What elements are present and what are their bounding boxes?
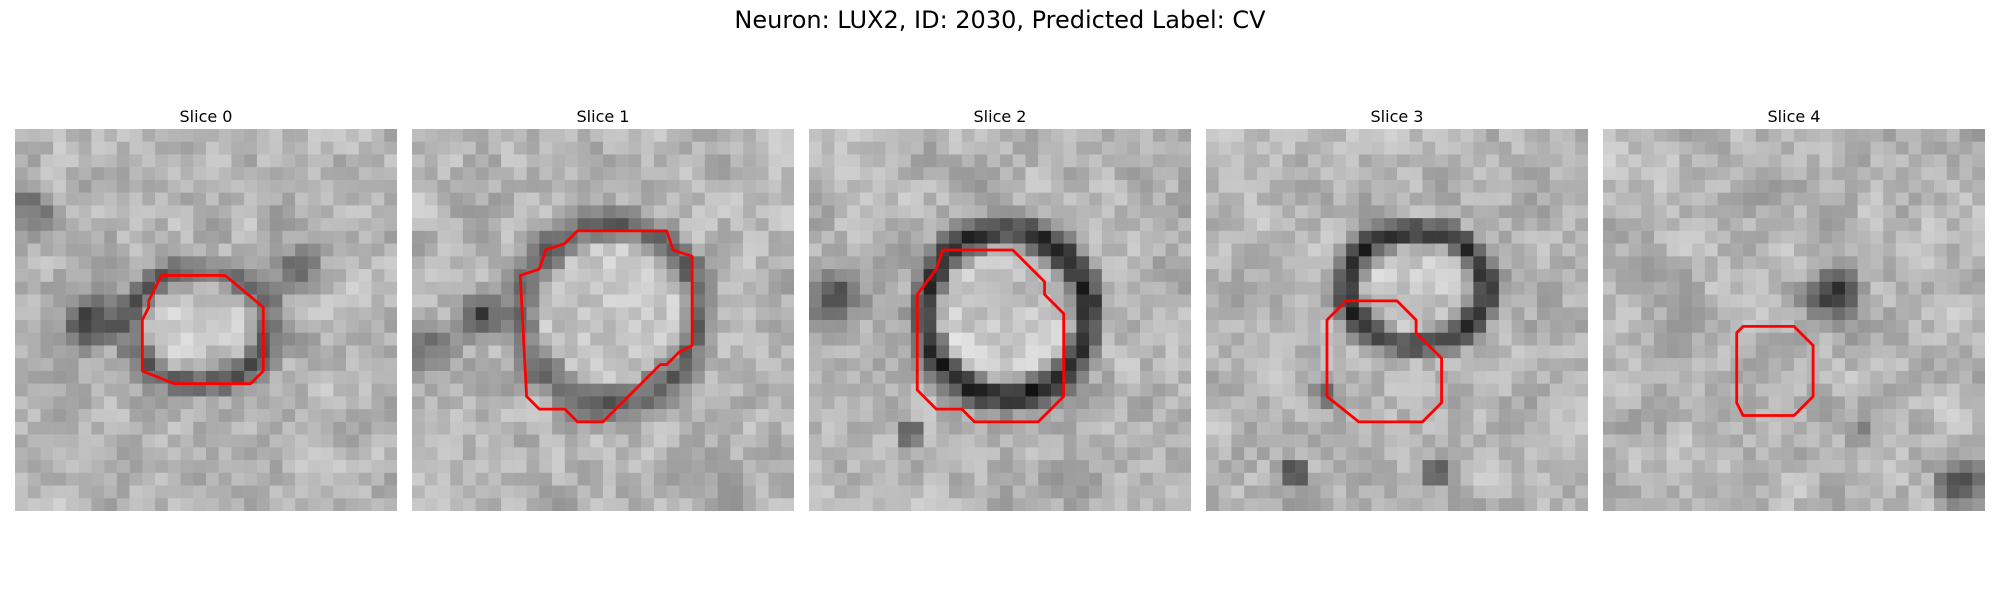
segmentation-outline-0 <box>140 274 265 386</box>
slice-title-1: Slice 1 <box>576 107 630 126</box>
slice-image-1 <box>412 129 794 511</box>
slice-panel-1: Slice 1 <box>412 105 794 511</box>
slice-panel-3: Slice 3 <box>1206 105 1588 511</box>
slice-image-3 <box>1206 129 1588 511</box>
slice-title-2: Slice 2 <box>973 107 1027 126</box>
slice-panel-0: Slice 0 <box>15 105 397 511</box>
segmentation-outline-4 <box>1735 324 1815 417</box>
segmentation-outline-3 <box>1325 299 1443 424</box>
slice-panel-2: Slice 2 <box>809 105 1191 511</box>
slice-image-2 <box>809 129 1191 511</box>
segmentation-outline-1 <box>518 229 694 424</box>
figure-title: Neuron: LUX2, ID: 2030, Predicted Label:… <box>734 6 1266 34</box>
slice-image-4 <box>1603 129 1985 511</box>
slice-image-0 <box>15 129 397 511</box>
segmentation-outline-2 <box>915 248 1066 424</box>
slice-panel-4: Slice 4 <box>1603 105 1985 511</box>
slice-title-4: Slice 4 <box>1767 107 1821 126</box>
slice-title-3: Slice 3 <box>1370 107 1424 126</box>
slice-title-0: Slice 0 <box>179 107 233 126</box>
